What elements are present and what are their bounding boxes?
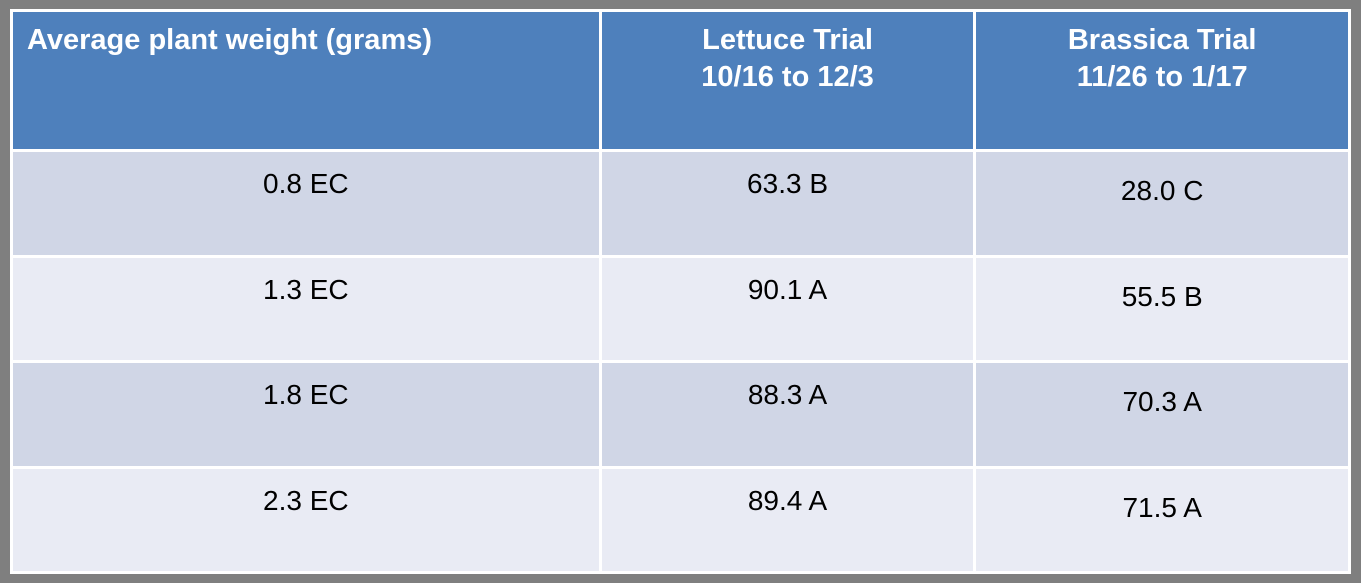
ec-label-cell: 1.3 EC <box>10 254 602 363</box>
brassica-value-cell: 70.3 A <box>973 360 1351 469</box>
plant-weight-table: Average plant weight (grams) Lettuce Tri… <box>10 9 1351 574</box>
ec-label-cell: 0.8 EC <box>10 149 602 258</box>
lettuce-trial-label: Lettuce Trial <box>702 24 873 56</box>
brassica-trial-dates: 11/26 to 1/17 <box>1076 61 1248 94</box>
brassica-trial-label: Brassica Trial <box>1067 24 1257 56</box>
table-row: 2.3 EC 89.4 A 71.5 A <box>10 465 1351 574</box>
ec-label-cell: 2.3 EC <box>10 465 602 574</box>
table-row: 0.8 EC 63.3 B 28.0 C <box>10 149 1351 258</box>
header-cell-lettuce: Lettuce Trial 10/16 to 12/3 <box>598 9 977 152</box>
brassica-value-cell: 55.5 B <box>973 254 1351 363</box>
lettuce-value-cell: 90.1 A <box>598 254 977 363</box>
table-row: 1.8 EC 88.3 A 70.3 A <box>10 360 1351 469</box>
ec-label-cell: 1.8 EC <box>10 360 602 469</box>
table-row: 1.3 EC 90.1 A 55.5 B <box>10 254 1351 363</box>
brassica-value-cell: 71.5 A <box>973 465 1351 574</box>
header-cell-brassica: Brassica Trial 11/26 to 1/17 <box>973 9 1351 152</box>
header-row: Average plant weight (grams) Lettuce Tri… <box>10 9 1351 152</box>
table-title: Average plant weight (grams) <box>27 24 433 56</box>
lettuce-value-cell: 63.3 B <box>598 149 977 258</box>
lettuce-value-cell: 88.3 A <box>598 360 977 469</box>
header-cell-title: Average plant weight (grams) <box>10 9 602 152</box>
lettuce-trial-dates: 10/16 to 12/3 <box>701 61 874 94</box>
lettuce-value-cell: 89.4 A <box>598 465 977 574</box>
brassica-value-cell: 28.0 C <box>973 149 1351 258</box>
